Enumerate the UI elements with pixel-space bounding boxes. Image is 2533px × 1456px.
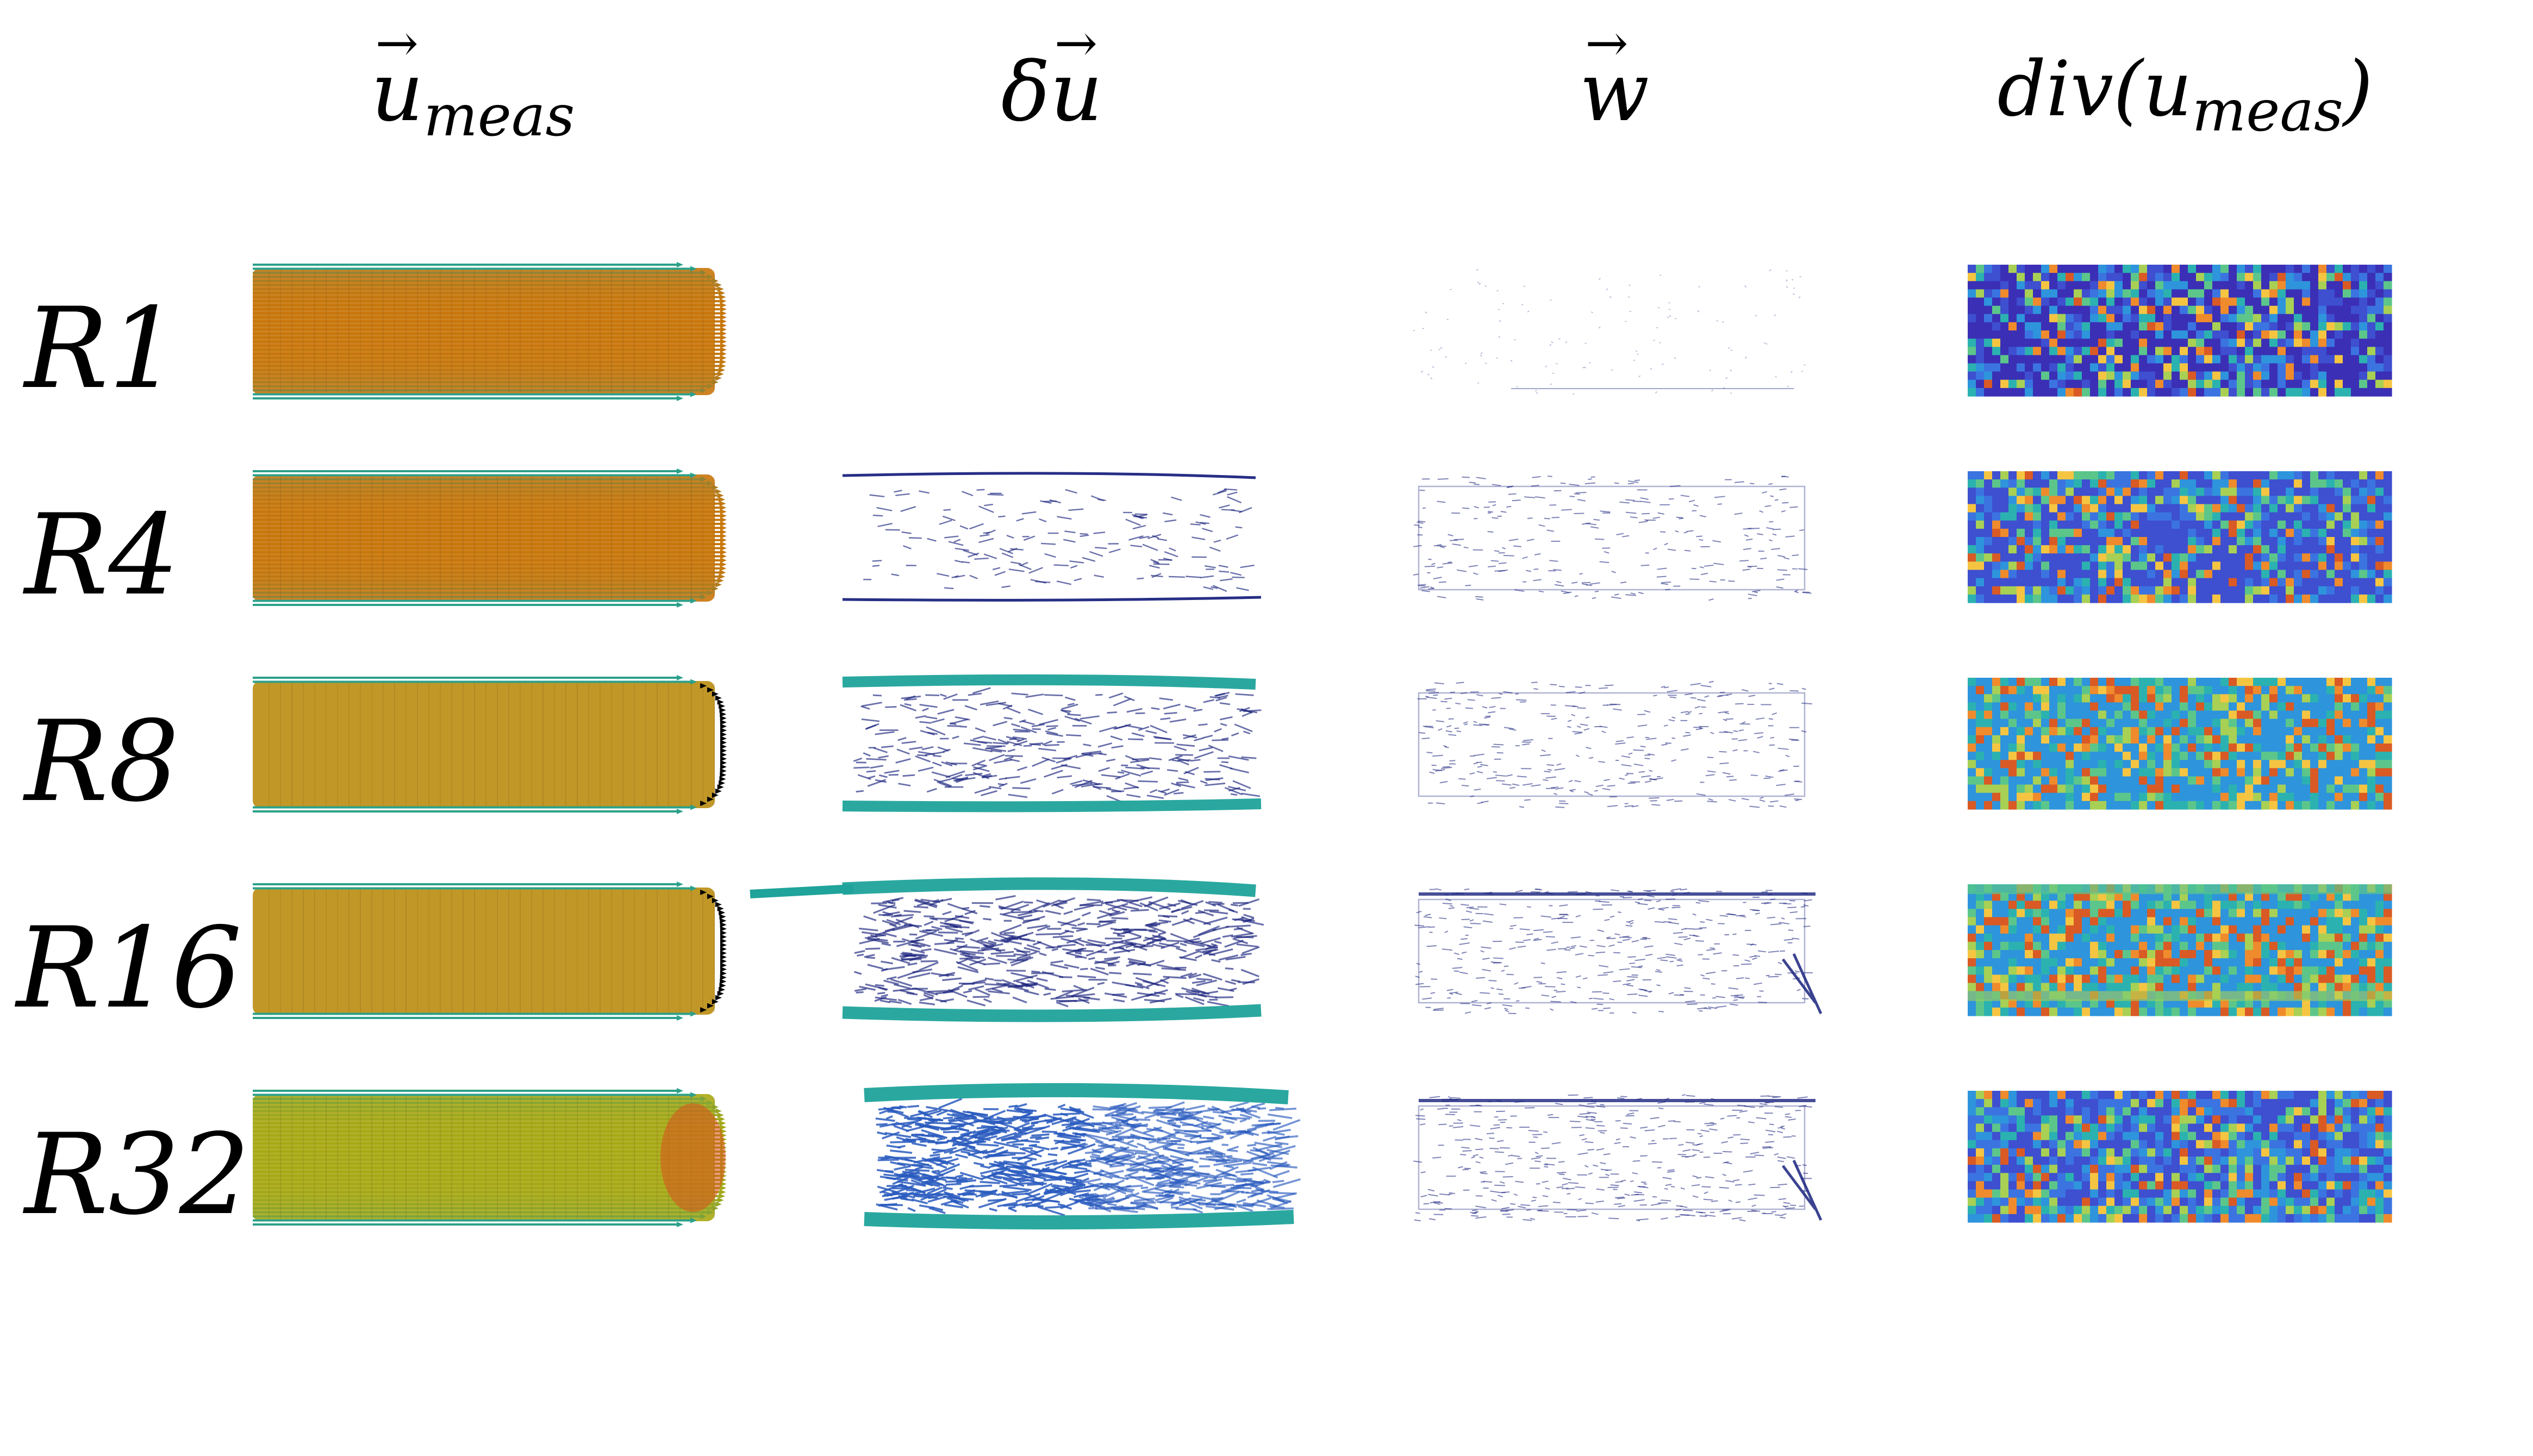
velocity-arrows xyxy=(253,1088,727,1227)
velocity-field-r32 xyxy=(253,1088,727,1227)
vector-w: w xyxy=(1580,18,1649,133)
w-arrows xyxy=(1413,268,1806,395)
closing-paren: ) xyxy=(2343,45,2373,134)
heatmap-cells xyxy=(1968,471,2392,603)
velocity-field-r8 xyxy=(253,675,727,814)
heatmap-cells xyxy=(1968,884,2392,1016)
correction-field-r32 xyxy=(864,1083,1301,1230)
column-heading-w: w xyxy=(1580,18,1649,133)
delta-symbol: δ xyxy=(1001,45,1050,140)
correction-field-r16 xyxy=(750,877,1264,1022)
w-field-r8 xyxy=(1417,680,1812,808)
subscript-meas: meas xyxy=(2192,78,2343,144)
subscript-meas: meas xyxy=(423,83,575,149)
correction-field-r8 xyxy=(842,674,1262,813)
correction-field-r4 xyxy=(842,472,1262,602)
div-text: div(u xyxy=(1997,45,2192,134)
correction-arrows xyxy=(842,674,1262,813)
w-field-r16 xyxy=(1414,888,1823,1015)
row-label-r1: R1 xyxy=(24,284,179,414)
divergence-map-r32 xyxy=(1968,1091,2392,1223)
heatmap-cells xyxy=(1968,678,2392,810)
divergence-map-r1 xyxy=(1968,265,2392,397)
velocity-arrows xyxy=(253,882,727,1021)
column-heading-div-u-meas: div(umeas) xyxy=(1997,52,2373,140)
velocity-arrows xyxy=(253,675,727,814)
row-label-r4: R4 xyxy=(24,491,179,620)
column-heading-u-meas: umeas xyxy=(371,18,575,145)
heatmap-cells xyxy=(1968,1091,2392,1223)
vector-u: u xyxy=(371,18,424,133)
divergence-map-r4 xyxy=(1968,471,2392,603)
w-arrows xyxy=(1413,1093,1823,1222)
correction-arrows xyxy=(750,877,1264,1022)
w-field-r32 xyxy=(1413,1093,1823,1222)
velocity-field-r16 xyxy=(253,882,727,1021)
velocity-arrows xyxy=(253,468,727,608)
divergence-map-r16 xyxy=(1968,884,2392,1016)
row-label-r16: R16 xyxy=(16,904,242,1033)
row-label-r8: R8 xyxy=(24,697,179,827)
w-arrows xyxy=(1414,888,1823,1015)
w-arrows xyxy=(1417,680,1812,808)
w-field-r1 xyxy=(1413,268,1806,395)
velocity-field-r4 xyxy=(253,468,727,608)
column-heading-delta-u: δu xyxy=(1001,18,1103,133)
vector-u: u xyxy=(1050,18,1103,133)
divergence-map-r8 xyxy=(1968,678,2392,810)
correction-arrows xyxy=(842,472,1262,602)
w-field-r4 xyxy=(1413,476,1812,601)
heatmap-cells xyxy=(1968,265,2392,397)
velocity-arrows xyxy=(253,262,727,401)
correction-arrows xyxy=(864,1083,1301,1230)
velocity-field-r1 xyxy=(253,262,727,401)
correction-field-r1 xyxy=(832,258,1321,405)
w-arrows xyxy=(1413,476,1812,601)
row-label-r32: R32 xyxy=(24,1110,251,1240)
